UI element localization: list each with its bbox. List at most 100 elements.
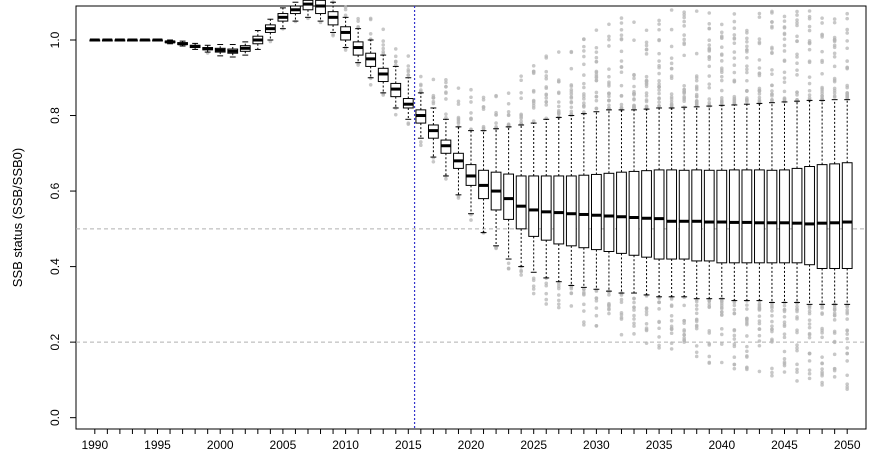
outlier-point [719,327,724,331]
outlier-point [707,46,712,51]
boxplot-2042 [741,103,753,302]
outlier-point [431,101,436,106]
outlier-point [381,27,386,32]
outlier-point [807,93,812,97]
outlier-point [707,97,712,101]
boxplot-2037 [678,106,690,298]
outlier-point [757,11,762,16]
outlier-point [569,49,574,54]
outlier-point [745,36,749,41]
outlier-point [619,33,624,38]
outlier-point [406,64,411,68]
outlier-point [619,27,624,32]
outlier-point [820,367,824,371]
box-iqr [716,169,728,264]
outlier-point [607,91,611,96]
outlier-point [782,58,787,63]
outlier-point [782,14,787,19]
outlier-point [770,11,774,15]
outlier-point [732,337,737,341]
outlier-point [707,354,712,359]
outlier-point [795,52,799,57]
outlier-point [519,268,523,273]
outlier-point [381,46,386,51]
outlier-point [456,99,461,104]
outlier-point [745,48,749,53]
outlier-point [682,336,686,340]
outlier-point [669,318,674,323]
outlier-point [719,22,724,27]
outlier-point [456,120,461,124]
outlier-point [782,43,787,48]
outlier-point [632,300,636,305]
outlier-point [694,299,699,304]
outlier-point [657,38,661,42]
outlier-point [807,376,812,381]
outlier-point [619,102,624,107]
outlier-point [657,22,661,26]
outlier-point [582,97,586,101]
box-iqr [603,172,615,252]
outlier-point [782,26,787,30]
outlier-point [594,74,599,79]
outlier-point [807,359,812,363]
outlier-point [732,37,737,41]
x-tick-label: 1995 [144,438,171,452]
outlier-point [807,309,812,314]
outlier-point [619,70,624,75]
outlier-point [619,83,624,88]
outlier-point [594,98,599,103]
y-tick-label: 0.2 [48,333,62,350]
outlier-point [632,97,636,101]
outlier-point [732,41,737,45]
outlier-point [406,73,411,77]
outlier-point [644,74,649,79]
outlier-point [795,93,799,97]
outlier-point [682,328,686,332]
outlier-point [770,313,774,318]
outlier-point [582,101,586,105]
y-axis-title: SSB status (SSB/SSB0) [10,148,25,287]
x-tick-label: 2045 [771,438,798,452]
y-tick-label: 0.0 [48,409,62,426]
outlier-point [845,382,849,386]
box-iqr [779,169,790,264]
outlier-point [644,312,649,317]
outlier-point [757,37,762,41]
outlier-point [531,64,536,68]
outlier-point [745,31,749,35]
boxplot-2019 [453,126,464,196]
outlier-point [481,107,486,112]
outlier-point [782,360,787,365]
outlier-point [820,87,824,91]
outlier-point [719,34,724,39]
outlier-point [519,119,523,124]
outlier-point [745,78,749,83]
x-tick-label: 1990 [81,438,108,452]
outlier-point [481,97,486,102]
outlier-point [644,91,649,95]
outlier-point [669,74,674,78]
boxplot-2050 [841,99,853,305]
outlier-point [582,81,586,86]
outlier-point [782,49,787,53]
outlier-point [343,13,348,18]
outlier-point [494,113,498,117]
outlier-point [795,309,799,314]
outlier-point [682,303,686,308]
boxplot-2000 [214,44,226,57]
outlier-point [531,291,536,296]
outlier-point [444,78,448,82]
outlier-point [582,85,586,90]
box-iqr [591,173,602,251]
outlier-point [719,59,724,63]
outlier-point [657,91,661,96]
boxplot-2015 [402,77,414,120]
outlier-point [832,43,837,48]
boxplot-2027 [553,116,565,283]
outlier-point [770,337,774,342]
outlier-point [795,304,799,309]
boxplot-2045 [779,101,790,303]
outlier-point [757,333,762,338]
outlier-point [594,306,599,310]
